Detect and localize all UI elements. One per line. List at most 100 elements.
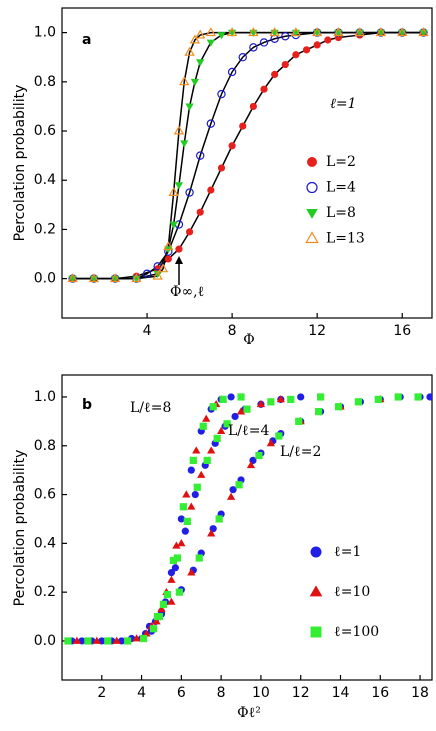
- y-axis-label: Percolation probability: [12, 85, 28, 242]
- point: [168, 187, 179, 197]
- x-tick-label: 10: [252, 685, 270, 701]
- y-tick-label: 0.4: [34, 172, 56, 188]
- point: [249, 102, 257, 111]
- point: [163, 591, 172, 599]
- point: [306, 209, 318, 219]
- point: [334, 403, 343, 411]
- point: [215, 515, 223, 523]
- point: [191, 490, 199, 499]
- point: [185, 228, 194, 236]
- point: [207, 446, 216, 454]
- annotation: L/ℓ=8: [130, 400, 171, 416]
- point: [426, 393, 432, 401]
- plot-area: [67, 27, 429, 283]
- annotation: L/ℓ=2: [280, 444, 321, 460]
- point: [354, 27, 365, 37]
- point: [173, 554, 181, 562]
- x-tick-label: 8: [228, 323, 237, 339]
- point: [104, 637, 112, 645]
- point: [206, 119, 216, 128]
- point: [290, 27, 302, 37]
- point: [297, 393, 305, 401]
- point: [184, 46, 195, 56]
- plot-area: [64, 393, 432, 645]
- point: [333, 27, 344, 37]
- point: [269, 27, 280, 37]
- y-tick-label: 0.4: [34, 535, 56, 551]
- point: [196, 151, 205, 160]
- x-axis-label: Φ: [243, 332, 254, 348]
- point: [164, 255, 172, 263]
- point: [243, 405, 251, 413]
- point: [139, 634, 148, 643]
- point: [418, 27, 429, 37]
- point: [302, 46, 311, 54]
- point: [295, 417, 303, 425]
- x-tick-label: 18: [411, 685, 429, 701]
- y-tick-label: 0.2: [34, 221, 56, 237]
- point: [142, 629, 151, 637]
- point: [185, 103, 194, 111]
- point: [197, 470, 206, 478]
- point: [183, 517, 191, 525]
- x-tick-label: 2: [97, 685, 106, 701]
- x-tick-label: 14: [332, 685, 350, 701]
- point: [209, 403, 217, 411]
- legend-title: ℓ=1: [330, 96, 356, 112]
- point: [203, 456, 211, 464]
- point: [315, 408, 323, 416]
- point: [84, 637, 92, 645]
- annotation: Φ∞,ℓ: [170, 284, 205, 300]
- point: [181, 527, 189, 535]
- point: [227, 67, 237, 77]
- y-axis-label: Percolation probability: [12, 450, 28, 607]
- point: [109, 273, 121, 283]
- point: [310, 546, 322, 558]
- point: [227, 393, 235, 401]
- point: [189, 456, 197, 464]
- y-tick-label: 0.0: [34, 633, 56, 649]
- point: [167, 575, 176, 583]
- point: [246, 460, 256, 469]
- point: [238, 53, 247, 62]
- point: [281, 60, 289, 69]
- plot-frame: [61, 7, 433, 319]
- x-tick-label: 12: [308, 323, 326, 339]
- point: [172, 541, 181, 549]
- point: [266, 439, 276, 447]
- point: [235, 481, 243, 489]
- point: [187, 466, 195, 474]
- point: [124, 637, 132, 645]
- point: [229, 486, 237, 494]
- point: [292, 51, 300, 59]
- point: [216, 426, 226, 434]
- legend-label: L=13: [326, 231, 365, 247]
- point: [155, 612, 164, 621]
- point: [305, 231, 319, 244]
- point: [182, 490, 191, 498]
- y-tick-label: 0.8: [34, 74, 56, 90]
- point: [163, 241, 174, 251]
- point: [189, 34, 201, 44]
- point: [219, 395, 227, 403]
- point: [153, 270, 162, 279]
- point: [175, 245, 183, 253]
- x-tick-label: 16: [371, 685, 389, 701]
- point: [223, 420, 231, 428]
- point: [260, 85, 268, 93]
- point: [226, 27, 238, 37]
- point: [394, 393, 402, 401]
- point: [207, 529, 216, 537]
- point: [375, 27, 387, 37]
- point: [276, 395, 285, 403]
- x-tick-label: 6: [177, 685, 186, 701]
- fit-line: [72, 31, 424, 280]
- point: [179, 503, 187, 511]
- point: [249, 43, 258, 52]
- point: [72, 636, 82, 644]
- point: [397, 27, 408, 37]
- point: [187, 502, 196, 510]
- point: [309, 585, 323, 597]
- x-tick-label: 16: [393, 323, 411, 339]
